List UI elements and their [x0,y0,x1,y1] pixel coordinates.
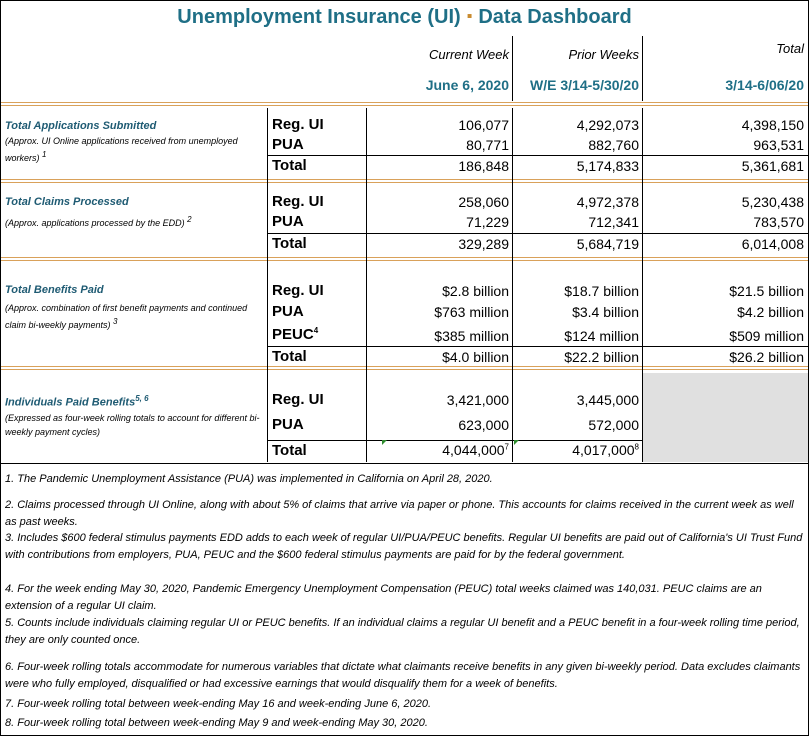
total-rule [267,440,643,441]
header-current-week: Current Week [429,47,509,62]
cell-prior: 4,292,073 [576,117,639,133]
section-subtitle-applications: (Approx. UI Online applications received… [5,136,238,163]
title-right: Data Dashboard [478,6,632,28]
header-total-date: 3/14-6/06/20 [725,77,804,93]
header-total: Total [776,41,804,56]
footnote-1: 1. The Pandemic Unemployment Assistance … [5,473,493,485]
cell-total: 5,361,681 [741,158,804,174]
section-title-benefits: Total Benefits Paid [5,284,104,296]
row-label-pua: PUA [272,213,304,230]
section-subtitle-claims: (Approx. applications processed by the E… [5,215,192,228]
row-label-total: Total [272,235,307,252]
section-subtitle-benefits: (Approx. combination of first benefit pa… [5,303,248,330]
total-rule [267,346,808,347]
header-prior-weeks: Prior Weeks [568,47,639,62]
section-separator [1,257,808,261]
header-prior-date: W/E 3/14-5/30/20 [530,77,639,93]
cell-current: $763 million [434,304,509,320]
cell-current: $4.0 billion [442,349,509,365]
row-label-peuc: PEUC4 [272,326,319,343]
total-rule [267,155,808,156]
cell-note-marker [382,440,387,445]
cell-current: 80,771 [466,137,509,153]
page-title: Unemployment Insurance (UI) ▪ Data Dashboa… [0,6,809,29]
section-title-applications: Total Applications Submitted [5,120,157,132]
cell-total: 4,398,150 [741,117,804,133]
cell-total: 6,014,008 [741,236,804,252]
cell-prior: $124 million [564,328,639,344]
cell-current: 3,421,000 [446,392,509,408]
cell-total: 5,230,438 [741,194,804,210]
row-label-total: Total [272,442,307,459]
row-label-reg-ui: Reg. UI [272,391,324,408]
section-subtitle-individuals: (Expressed as four-week rolling totals t… [5,413,260,437]
table-bottom-rule [1,463,808,464]
cell-prior: 4,972,378 [576,194,639,210]
cell-prior: $18.7 billion [564,283,639,299]
footnote-7: 7. Four-week rolling total between week-… [5,698,432,710]
cell-total: $4.2 billion [737,304,804,320]
footnote-6: 6. Four-week rolling totals accommodate … [5,661,801,690]
footnote-4: 4. For the week ending May 30, 2020, Pan… [5,583,762,612]
row-label-reg-ui: Reg. UI [272,282,324,299]
cell-note-marker [514,440,519,445]
cell-total: 963,531 [753,137,804,153]
cell-prior: $3.4 billion [572,304,639,320]
cell-total: $21.5 billion [729,283,804,299]
cell-current: $2.8 billion [442,283,509,299]
cell-total: $26.2 billion [729,349,804,365]
header-divider [512,36,513,101]
total-rule [267,233,808,234]
row-label-pua: PUA [272,136,304,153]
cell-current: 4,044,0007 [442,442,509,458]
header-divider [642,36,643,101]
row-label-total: Total [272,157,307,174]
cell-current: 106,077 [458,117,509,133]
section-separator [1,366,808,370]
cell-prior: 5,174,833 [576,158,639,174]
row-label-total: Total [272,348,307,365]
title-separator: ▪ [466,8,473,25]
section-title-claims: Total Claims Processed [5,196,129,208]
header-current-date: June 6, 2020 [425,77,509,93]
section-separator [1,179,808,183]
cell-prior: 3,445,000 [576,392,639,408]
grid-line [642,108,643,462]
footnote-5: 5. Counts include individuals claiming r… [5,617,800,646]
title-left: Unemployment Insurance (UI) [177,6,461,28]
row-label-reg-ui: Reg. UI [272,193,324,210]
section-separator [1,102,808,106]
cell-prior: 5,684,719 [576,236,639,252]
cell-total: 783,570 [753,214,804,230]
grid-line [267,108,268,462]
cell-current: 623,000 [458,417,509,433]
cell-current: 71,229 [466,214,509,230]
cell-current: 258,060 [458,194,509,210]
cell-prior: 712,341 [588,214,639,230]
cell-prior: 882,760 [588,137,639,153]
cell-current: 329,289 [458,236,509,252]
grid-line [366,108,367,462]
cell-prior: 4,017,0008 [572,442,639,458]
cell-prior: $22.2 billion [564,349,639,365]
section-title-individuals: Individuals Paid Benefits5, 6 [5,394,149,409]
row-label-reg-ui: Reg. UI [272,116,324,133]
cell-current: 186,848 [458,158,509,174]
footnote-8: 8. Four-week rolling total between week-… [5,717,428,729]
empty-total-cell [643,373,808,462]
grid-line [512,108,513,462]
footnote-3: 3. Includes $600 federal stimulus paymen… [5,532,803,561]
row-label-pua: PUA [272,303,304,320]
cell-total: $509 million [729,328,804,344]
cell-current: $385 million [434,328,509,344]
row-label-pua: PUA [272,416,304,433]
footnote-2: 2. Claims processed through UI Online, a… [5,499,794,528]
cell-prior: 572,000 [588,417,639,433]
